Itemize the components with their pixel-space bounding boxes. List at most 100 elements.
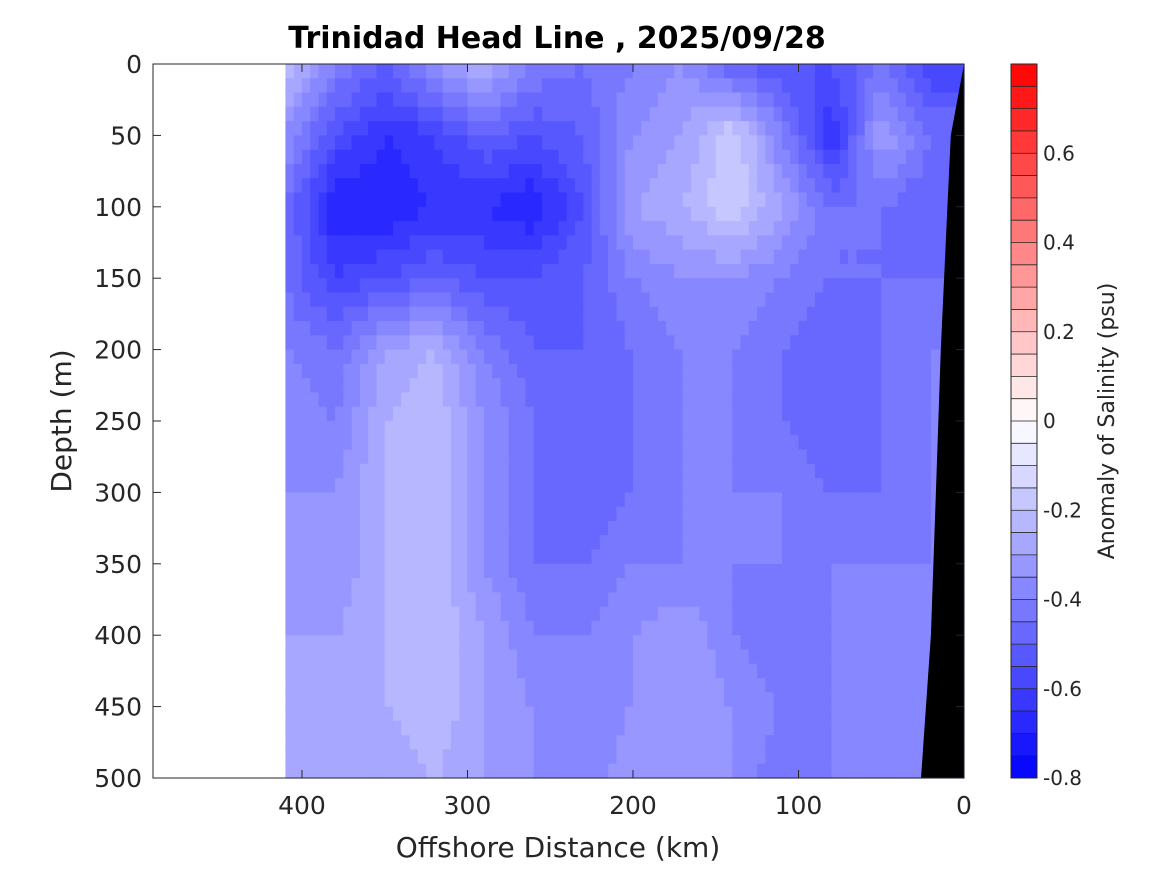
contour-cell xyxy=(740,735,750,751)
contour-cell xyxy=(699,64,709,79)
contour-cell xyxy=(624,178,634,194)
contour-cell xyxy=(492,549,502,565)
contour-cell xyxy=(450,206,460,222)
contour-cell xyxy=(293,335,303,351)
contour-cell xyxy=(467,135,477,151)
contour-cell xyxy=(335,64,344,79)
contour-cell xyxy=(608,706,618,722)
contour-cell xyxy=(541,163,551,179)
contour-cell xyxy=(641,520,651,536)
contour-cell xyxy=(707,449,717,465)
contour-cell xyxy=(699,592,709,608)
contour-cell xyxy=(798,678,808,693)
contour-cell xyxy=(914,363,924,379)
contour-cell xyxy=(293,520,303,536)
colorbar-step xyxy=(1011,554,1037,578)
contour-cell xyxy=(434,321,444,336)
contour-cell xyxy=(641,692,651,708)
contour-cell xyxy=(575,406,584,422)
contour-cell xyxy=(492,535,502,551)
contour-cell xyxy=(641,321,651,336)
contour-cell xyxy=(666,735,675,751)
contour-cell xyxy=(947,64,957,79)
contour-cell xyxy=(591,92,601,108)
contour-cell xyxy=(641,606,651,622)
contour-cell xyxy=(541,663,551,679)
contour-cell xyxy=(939,206,949,222)
contour-cell xyxy=(889,378,899,394)
contour-cell xyxy=(732,749,742,765)
contour-cell xyxy=(906,163,915,179)
contour-cell xyxy=(740,406,750,422)
contour-cell xyxy=(484,435,493,451)
contour-cell xyxy=(632,335,642,351)
contour-cell xyxy=(781,321,791,336)
contour-cell xyxy=(724,121,733,136)
contour-cell xyxy=(856,678,866,693)
contour-cell xyxy=(285,563,295,579)
contour-cell xyxy=(748,392,758,408)
contour-cell xyxy=(550,306,560,322)
contour-cell xyxy=(823,706,833,722)
contour-cell xyxy=(293,235,303,251)
contour-cell xyxy=(790,578,800,593)
contour-cell xyxy=(450,64,460,79)
contour-cell xyxy=(765,692,775,708)
contour-cell xyxy=(293,692,303,708)
contour-cell xyxy=(624,292,634,308)
contour-cell xyxy=(790,292,800,308)
contour-cell xyxy=(682,292,692,308)
contour-cell xyxy=(624,335,634,351)
contour-cell xyxy=(550,692,560,708)
contour-cell xyxy=(657,321,667,336)
contour-cell xyxy=(781,492,791,508)
contour-cell xyxy=(790,678,800,693)
contour-cell xyxy=(872,692,882,708)
contour-cell xyxy=(790,563,800,579)
contour-cell xyxy=(558,506,568,522)
contour-cell xyxy=(492,749,502,765)
contour-cell xyxy=(757,378,766,394)
contour-cell xyxy=(914,763,924,779)
contour-cell xyxy=(525,606,535,622)
contour-cell xyxy=(897,64,907,79)
contour-cell xyxy=(707,78,717,94)
contour-cell xyxy=(376,106,386,122)
contour-cell xyxy=(343,349,353,365)
contour-cell xyxy=(566,606,576,622)
contour-cell xyxy=(707,535,717,551)
contour-cell xyxy=(798,64,808,79)
contour-cell xyxy=(881,349,891,365)
contour-cell xyxy=(848,620,858,636)
contour-cell xyxy=(525,235,535,251)
contour-cell xyxy=(839,406,849,422)
contour-cell xyxy=(608,535,618,551)
contour-cell xyxy=(856,449,866,465)
contour-cell xyxy=(599,335,609,351)
contour-cell xyxy=(773,392,783,408)
contour-cell xyxy=(599,421,609,436)
contour-cell xyxy=(343,78,353,94)
contour-cell xyxy=(517,278,526,294)
contour-cell xyxy=(624,735,634,751)
contour-cell xyxy=(517,306,526,322)
contour-cell xyxy=(674,720,684,736)
contour-cell xyxy=(310,421,320,436)
contour-cell xyxy=(690,478,700,493)
contour-cell xyxy=(599,349,609,365)
contour-cell xyxy=(492,635,502,651)
contour-cell xyxy=(740,478,750,493)
contour-cell xyxy=(781,406,791,422)
contour-cell xyxy=(831,121,841,136)
contour-cell xyxy=(566,64,576,79)
contour-cell xyxy=(318,720,328,736)
contour-cell xyxy=(484,520,493,536)
contour-cell xyxy=(541,249,551,265)
contour-cell xyxy=(914,106,924,122)
contour-cell xyxy=(301,635,311,651)
contour-cell xyxy=(533,292,543,308)
contour-cell xyxy=(575,520,584,536)
contour-cell xyxy=(343,392,353,408)
contour-cell xyxy=(608,335,618,351)
contour-cell xyxy=(583,278,593,294)
